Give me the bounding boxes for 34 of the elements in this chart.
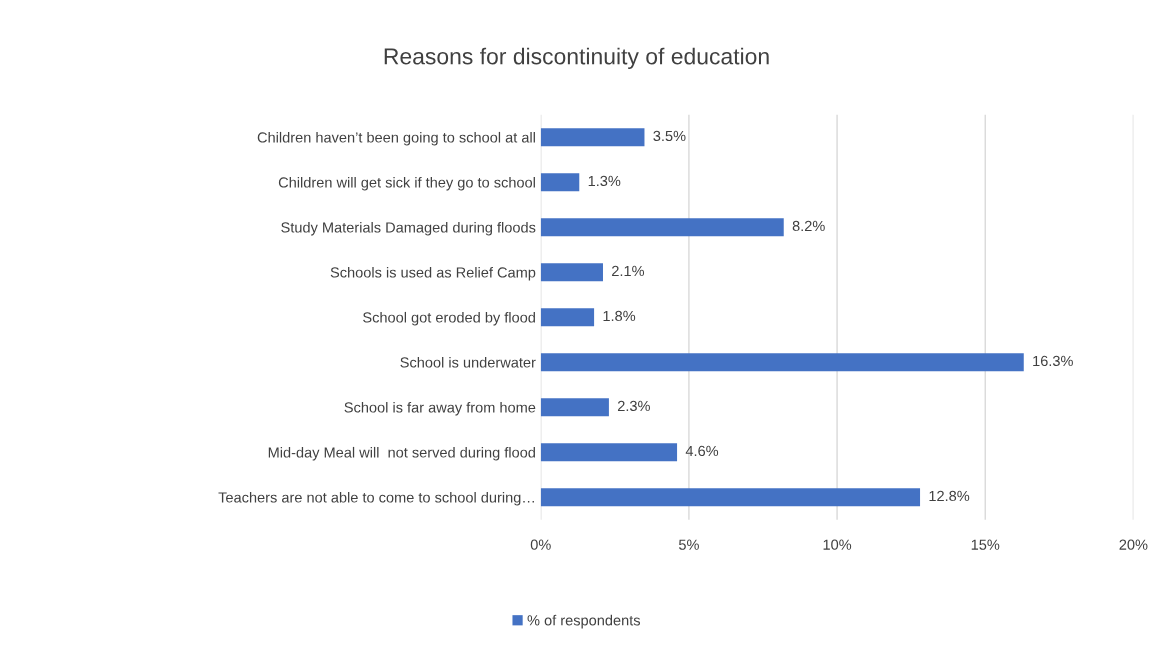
x-tick-label: 10% (823, 539, 852, 550)
x-tick-label: 20% (1119, 539, 1148, 550)
y-tick-label: Children haven’t been going to school at all (257, 131, 535, 146)
data-label: 16.3% (1033, 355, 1073, 367)
x-tick-label: 5% (678, 539, 699, 550)
data-label: 2.3% (617, 400, 650, 412)
y-tick-label: School is underwater (400, 356, 536, 368)
y-tick-label: School is far away from home (344, 401, 536, 416)
chart-title: Reasons for discontinuity of education (384, 47, 769, 69)
data-label: 8.2% (792, 220, 825, 232)
y-tick-label: Study Materials Damaged during floods (281, 221, 536, 236)
data-label: 1.3% (588, 175, 621, 187)
bar (540, 263, 603, 282)
data-label: 4.6% (685, 445, 719, 457)
y-tick-label: Mid-day Meal will not served during flood (268, 446, 535, 461)
x-tick-label: 15% (971, 539, 1000, 550)
data-label: 1.8% (603, 310, 636, 322)
y-tick-label: School got eroded by flood (363, 311, 535, 326)
bar (540, 443, 678, 462)
bar (540, 353, 1024, 372)
y-tick-label: Schools is used as Relief Camp (330, 266, 536, 281)
bar (540, 218, 784, 237)
x-tick-label: 0% (530, 539, 551, 550)
bar (540, 488, 921, 507)
bar (540, 398, 609, 417)
data-label: 12.8% (929, 490, 970, 502)
data-label: 3.5% (653, 130, 686, 142)
bar (540, 308, 595, 327)
bar (540, 128, 645, 147)
y-tick-label: Teachers are not able to come to school during… (218, 491, 534, 506)
y-tick-label: Children will get sick if they go to school (278, 176, 535, 191)
data-label: 2.1% (612, 265, 645, 277)
legend-label: % of respondents (527, 614, 641, 629)
bar (540, 173, 580, 192)
